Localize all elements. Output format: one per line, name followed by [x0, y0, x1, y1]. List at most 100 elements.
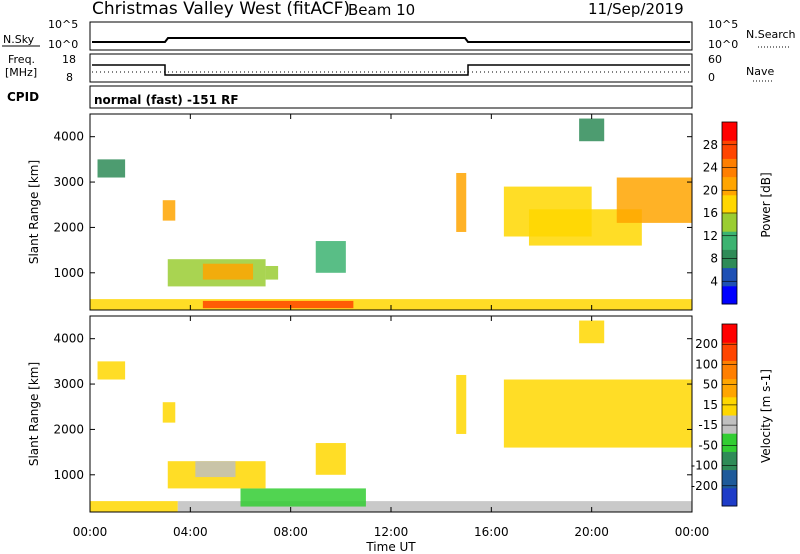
- power-y-label: Slant Range [km]: [27, 160, 41, 264]
- velocity-colorbar-swatch: [722, 487, 737, 507]
- power-echo-region: [265, 265, 279, 280]
- power-colorbar-swatch: [722, 176, 737, 196]
- velocity-colorbar-swatch: [722, 451, 737, 471]
- power-echo-region: [616, 177, 692, 223]
- noise-right-tick-high: 10^5: [708, 18, 738, 31]
- power-y-tick-label: 3000: [53, 175, 84, 189]
- time-tick-label: 00:00: [73, 525, 108, 539]
- time-tick-label: 20:00: [574, 525, 609, 539]
- velocity-colorbar-tick-label: -50: [698, 438, 718, 452]
- velocity-y-axis: 4000 3000 2000 1000: [53, 332, 692, 482]
- velocity-y-label: Slant Range [km]: [27, 362, 41, 466]
- velocity-colorbar-frame: [721, 323, 738, 507]
- power-colorbar-tick-label: 12: [703, 229, 718, 243]
- power-colorbar-swatch: [722, 285, 737, 305]
- noise-trace: [92, 37, 690, 43]
- velocity-echo-region: [503, 379, 692, 448]
- velocity-echo-region: [456, 374, 467, 434]
- power-colorbar-swatch: [722, 231, 737, 250]
- velocity-colorbar-swatch: [722, 415, 737, 434]
- velocity-y-tick-label: 1000: [53, 468, 84, 482]
- velocity-colorbar-tick-label: -15: [698, 418, 718, 432]
- velocity-colorbar-tick-label: -100: [691, 459, 718, 473]
- cpid-panel: CPID normal (fast) -151 RF: [7, 85, 693, 109]
- velocity-colorbar-tick-label: 100: [695, 357, 718, 371]
- power-colorbar-tick-label: 24: [703, 161, 718, 175]
- velocity-colorbar-label: Velocity [m s-1]: [759, 369, 773, 463]
- freq-panel: Freq. [MHz] 18 8 60 0 Nave: [5, 53, 774, 84]
- power-echo-region: [97, 159, 126, 178]
- cpid-label: CPID: [7, 90, 39, 104]
- power-y-tick-label: 2000: [53, 220, 84, 234]
- power-colorbar-tick-label: 28: [703, 138, 718, 152]
- velocity-y-tick-label: 2000: [53, 422, 84, 436]
- velocity-echo-region: [162, 402, 176, 423]
- time-tick-label: 00:00: [675, 525, 710, 539]
- velocity-heatmap: [90, 320, 692, 512]
- beam-label: Beam 10: [348, 1, 415, 19]
- velocity-colorbar-swatch: [722, 396, 737, 416]
- power-colorbar-tick-label: 8: [710, 252, 718, 266]
- velocity-echo-region: [90, 501, 178, 512]
- power-echo-region: [90, 299, 692, 310]
- noise-panel: N.Sky 10^5 10^0 10^5 10^0 N.Search: [2, 18, 796, 51]
- freq-left-tick-low: 8: [66, 71, 73, 84]
- velocity-echo-region: [177, 501, 692, 512]
- power-colorbar-tick-label: 16: [703, 206, 718, 220]
- time-axis-label: Time UT: [365, 540, 416, 554]
- velocity-colorbar-tick-label: 50: [703, 378, 718, 392]
- velocity-echo-region: [579, 320, 605, 344]
- nave-label: Nave: [746, 65, 774, 78]
- station-title: Christmas Valley West (fitACF): [92, 0, 350, 19]
- time-tick-label: 12:00: [374, 525, 409, 539]
- velocity-echo-region: [240, 488, 366, 507]
- velocity-echo-region: [315, 443, 346, 475]
- power-colorbar-swatch: [722, 122, 737, 141]
- power-echo-region: [579, 118, 605, 142]
- freq-trace: [92, 64, 690, 76]
- noise-left-label: N.Sky: [3, 33, 35, 46]
- velocity-colorbar-tick-label: -200: [691, 479, 718, 493]
- power-colorbar-swatch: [722, 194, 737, 214]
- velocity-colorbar-swatch: [722, 360, 737, 380]
- cpid-text: normal (fast) -151 RF: [94, 93, 239, 107]
- freq-right-tick-low: 0: [708, 71, 715, 84]
- power-echo-region: [202, 300, 354, 309]
- power-heatmap: [90, 118, 692, 310]
- power-echo-region: [315, 241, 346, 273]
- velocity-colorbar-tick-label: 15: [703, 398, 718, 412]
- time-tick-label: 04:00: [173, 525, 208, 539]
- velocity-colorbar-swatch: [722, 342, 737, 361]
- noise-left-tick-low: 10^0: [48, 38, 78, 51]
- power-y-axis: 4000 3000 2000 1000: [53, 130, 692, 280]
- velocity-colorbar-swatch: [722, 469, 737, 489]
- power-y-tick-label: 1000: [53, 266, 84, 280]
- velocity-y-tick-label: 3000: [53, 377, 84, 391]
- power-colorbar-tick-label: 4: [710, 274, 718, 288]
- freq-left-label-line2: [MHz]: [5, 66, 37, 79]
- time-tick-label: 16:00: [474, 525, 509, 539]
- power-colorbar-swatch: [722, 267, 737, 287]
- date-label: 11/Sep/2019: [588, 0, 684, 18]
- power-colorbar-swatch: [722, 140, 737, 159]
- velocity-colorbar-tick-label: 200: [695, 337, 718, 351]
- power-colorbar: 28 24 20 16 12 8 4: [703, 121, 738, 305]
- power-echo-region: [456, 172, 467, 232]
- power-colorbar-label: Power [dB]: [759, 172, 773, 237]
- noise-right-tick-low: 10^0: [708, 38, 738, 51]
- noise-left-tick-high: 10^5: [48, 18, 78, 31]
- noise-right-label: N.Search: [746, 28, 796, 41]
- freq-right-tick-high: 60: [708, 53, 722, 66]
- velocity-colorbar-swatch: [722, 433, 737, 452]
- velocity-echo-region: [195, 461, 236, 478]
- power-echo-region: [202, 263, 254, 280]
- time-tick-label: 08:00: [273, 525, 308, 539]
- power-echo-region: [503, 186, 592, 237]
- velocity-panel: 4000 3000 2000 1000 Slant Range [km] 200 100…: [27, 315, 773, 513]
- time-axis: 00:00 04:00 08:00 12:00 16:00 20:00 00:00: [73, 114, 710, 539]
- freq-left-label-line1: Freq.: [8, 53, 35, 66]
- velocity-colorbar-swatch: [722, 324, 737, 343]
- power-panel: 4000 3000 2000 1000 Slant Range [km] 28 24 20…: [27, 113, 773, 311]
- freq-left-tick-high: 18: [62, 53, 76, 66]
